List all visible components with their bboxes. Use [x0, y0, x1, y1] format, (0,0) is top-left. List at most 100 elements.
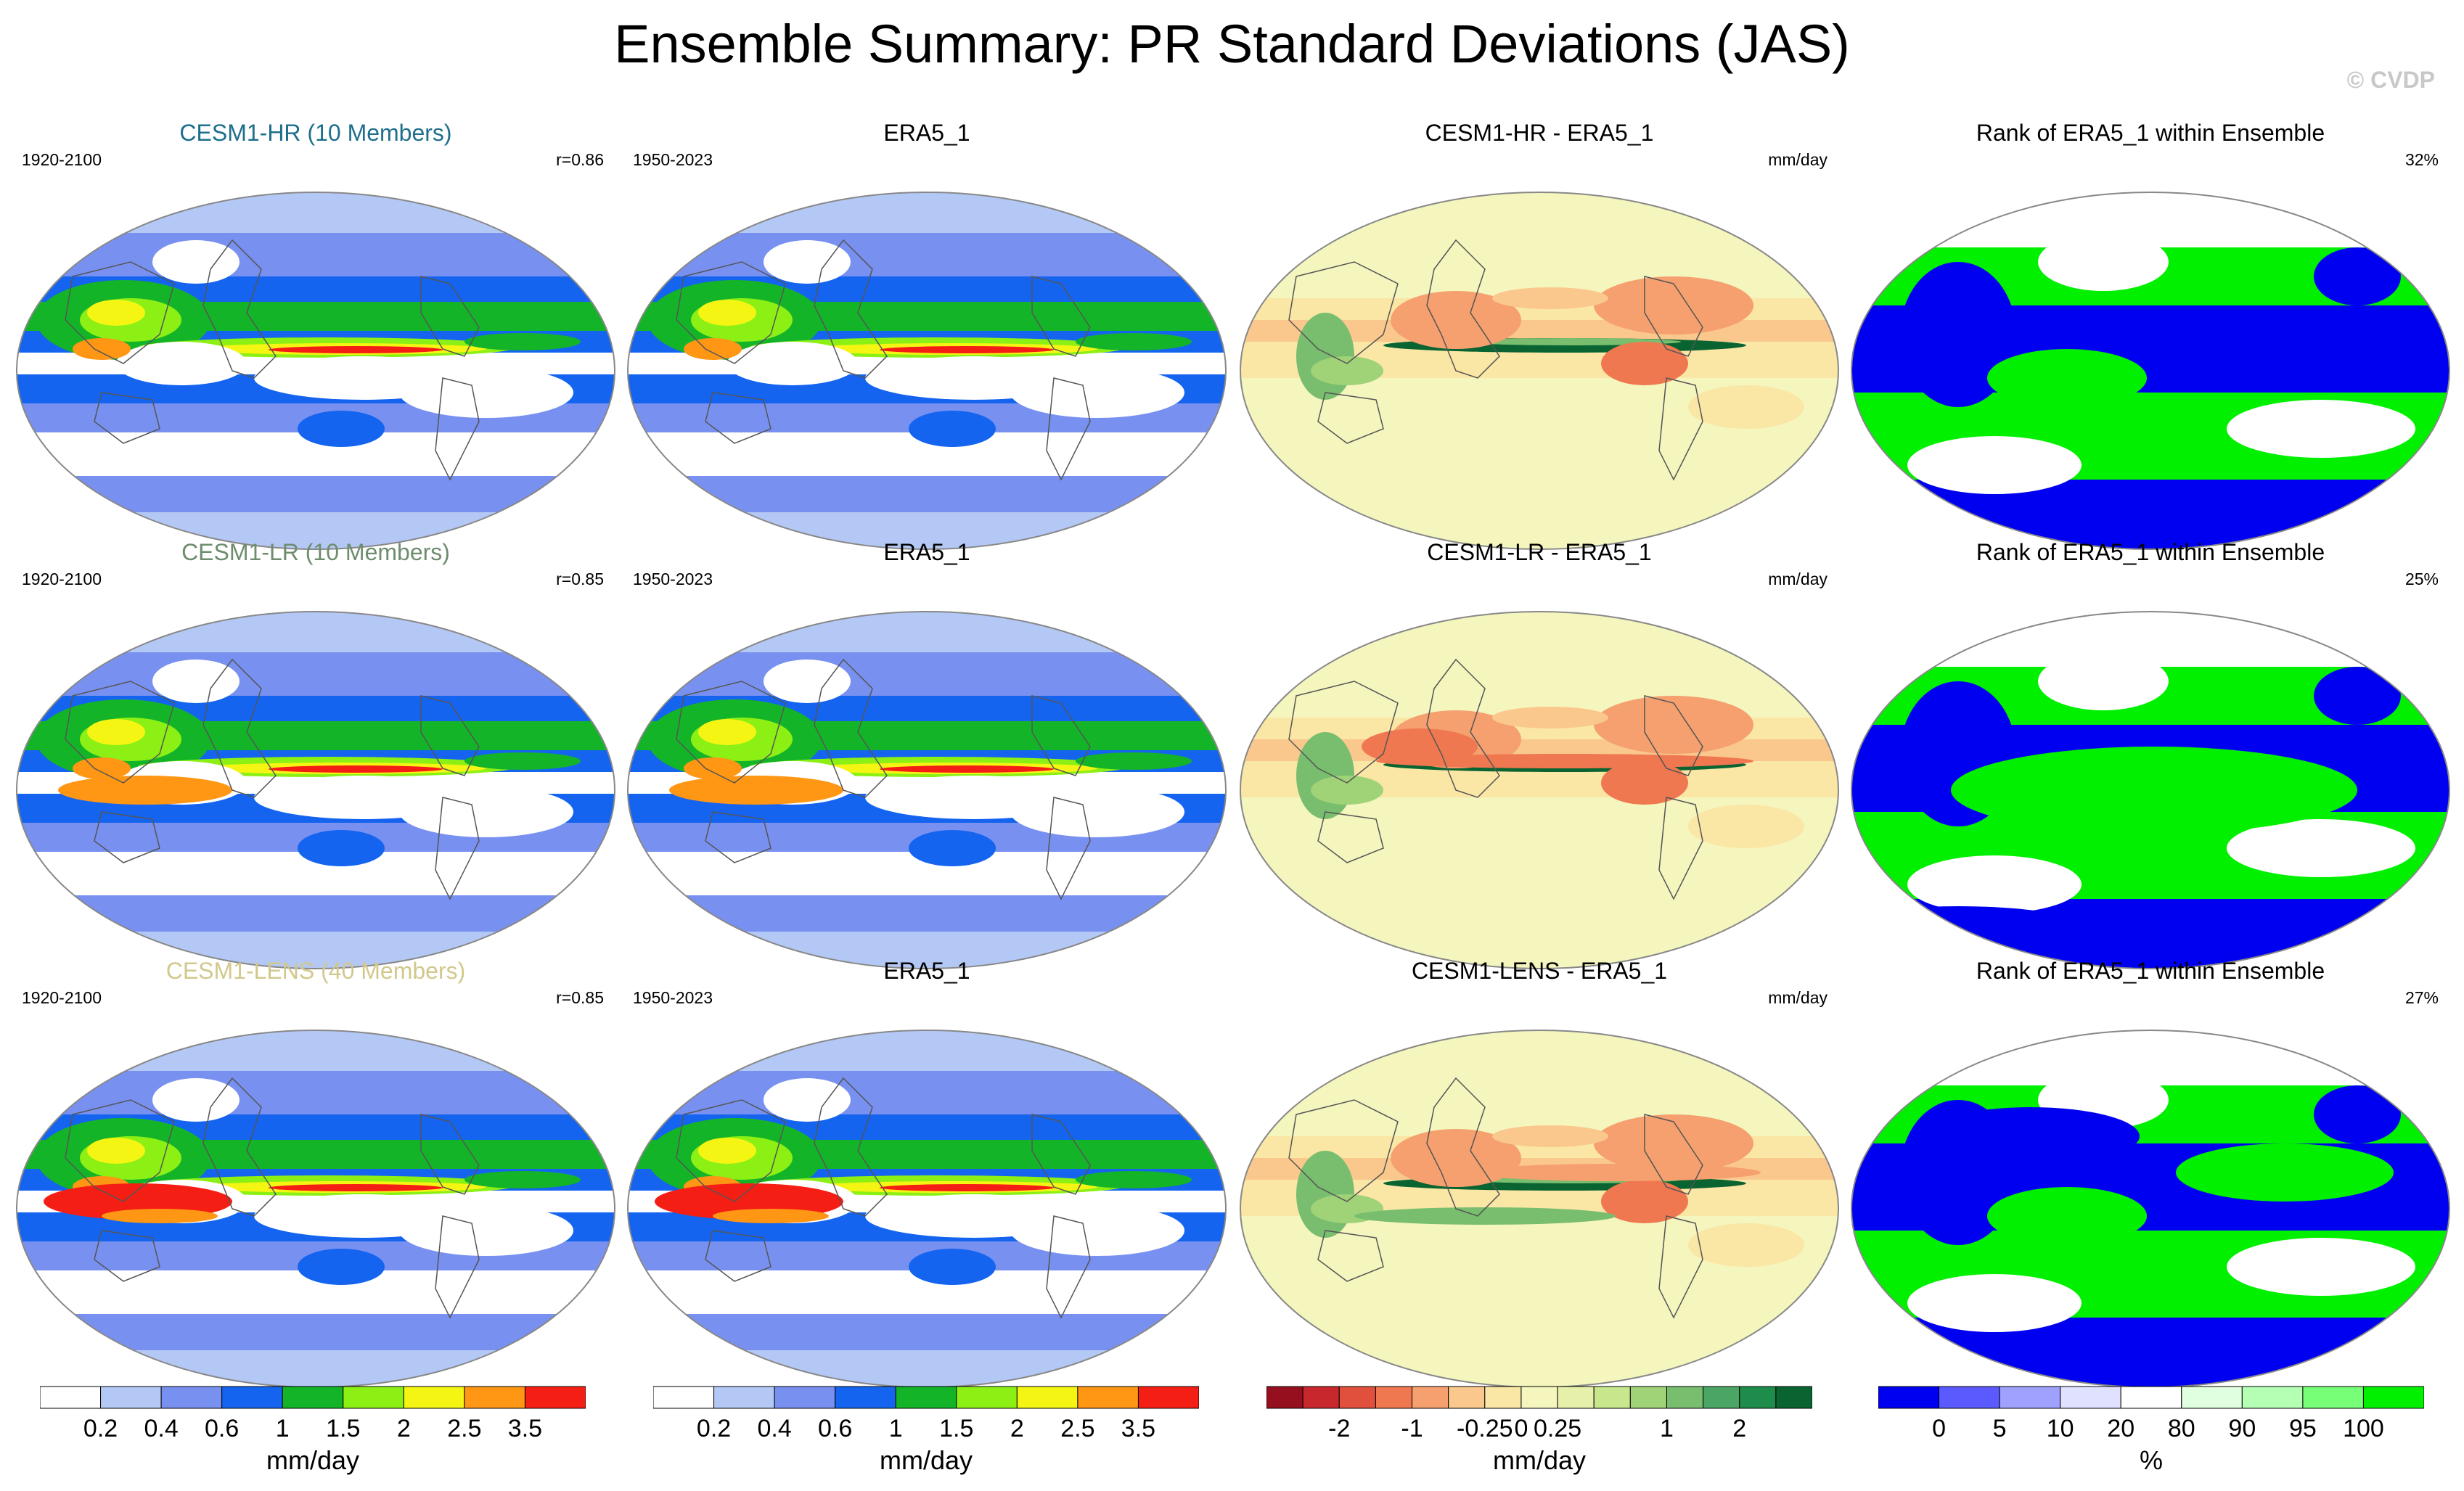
map-plot	[1240, 611, 1839, 969]
colorbar-swatch	[464, 1386, 525, 1409]
colorbar-tick-label: 1	[275, 1415, 290, 1442]
colorbar-swatch	[2362, 1386, 2425, 1409]
colorbar-tick-label: 1	[1659, 1415, 1674, 1442]
colorbar-swatch	[2302, 1386, 2364, 1409]
panel-units: mm/day	[1768, 150, 1827, 169]
copyright-mark: © CVDP	[2346, 67, 2435, 93]
panel-rank-row2: Rank of ERA5_1 within Ensemble 25%	[1849, 539, 2452, 969]
colorbar-tick-label: -0.25	[1457, 1415, 1513, 1442]
colorbar-tick-label: 90	[2228, 1415, 2256, 1442]
panel-obs-row3: ERA5_1 1950-2023	[626, 958, 1228, 1388]
colorbar-swatches	[1878, 1386, 2425, 1409]
map-plot	[1240, 1030, 1839, 1388]
colorbar-swatch	[1999, 1386, 2061, 1409]
colorbar-swatch	[524, 1386, 586, 1409]
colorbar-tick-label: 0.4	[757, 1415, 792, 1442]
colorbar-tick-label: 0	[1932, 1415, 1947, 1442]
colorbar-swatch	[221, 1386, 283, 1409]
colorbar-swatch	[1016, 1386, 1078, 1409]
panel-title: CESM1-LENS (40 Members)	[165, 958, 466, 984]
panel-period: 1950-2023	[633, 150, 713, 169]
colorbar-tick-label: 80	[2167, 1415, 2195, 1442]
map-plot	[16, 611, 615, 969]
colorbar-swatches	[1266, 1386, 1813, 1409]
colorbar-tick-label: 2.5	[447, 1415, 482, 1442]
figure-title: Ensemble Summary: PR Standard Deviations…	[614, 14, 1850, 74]
map-plot	[627, 192, 1227, 550]
colorbar-tick-label: 2	[1732, 1415, 1747, 1442]
rank-percent: 32%	[2404, 150, 2439, 169]
panel-title: CESM1-LR (10 Members)	[181, 539, 450, 565]
panel-period: 1950-2023	[633, 570, 713, 588]
colorbar-tick-label: 1.5	[326, 1415, 361, 1442]
colorbar-units: mm/day	[1492, 1445, 1587, 1475]
colorbar-tick-label: 3.5	[507, 1415, 543, 1442]
colorbar-tick-label: 100	[2343, 1415, 2384, 1442]
colorbar-pr-model: 0.2 0.4 0.6 1 1.5 2 2.5 3.5 mm/day	[39, 1386, 586, 1487]
map-plot	[627, 611, 1227, 969]
map-plot	[16, 1030, 615, 1388]
colorbar-swatch	[1266, 1386, 1303, 1409]
colorbar-swatch	[1557, 1386, 1595, 1409]
colorbar-swatch	[835, 1386, 896, 1409]
colorbar-swatch	[343, 1386, 404, 1409]
pattern-correlation: r=0.85	[556, 570, 604, 588]
panel-title: CESM1-LENS - ERA5_1	[1411, 958, 1668, 984]
colorbar-tick-label: -2	[1328, 1415, 1351, 1442]
colorbar-swatch	[100, 1386, 162, 1409]
panel-title: ERA5_1	[883, 539, 970, 565]
colorbar-swatch	[2181, 1386, 2243, 1409]
colorbar-swatch	[1775, 1386, 1813, 1409]
colorbar-tick-label: 5	[1992, 1415, 2007, 1442]
colorbar-swatch	[1412, 1386, 1449, 1409]
panel-title: Rank of ERA5_1 within Ensemble	[1976, 958, 2325, 984]
panel-model-row1: CESM1-HR (10 Members) 1920-2100 r=0.86	[15, 120, 617, 550]
colorbar-tick-label: 1.5	[939, 1415, 974, 1442]
colorbar-swatches	[652, 1386, 1200, 1409]
colorbar-tick-label: 95	[2288, 1415, 2317, 1442]
colorbar-swatch	[282, 1386, 344, 1409]
colorbar-swatch	[652, 1386, 715, 1409]
colorbar-swatch	[1375, 1386, 1413, 1409]
colorbar-swatches	[39, 1386, 586, 1409]
panel-title: CESM1-HR (10 Members)	[179, 120, 452, 146]
colorbar-swatch	[1338, 1386, 1376, 1409]
colorbar-swatch	[2060, 1386, 2121, 1409]
panel-model-row2: CESM1-LR (10 Members) 1920-2100 r=0.85	[15, 539, 617, 969]
colorbar-tick-label: 20	[2107, 1415, 2135, 1442]
colorbar-tick-label: 2	[396, 1415, 411, 1442]
map-plot	[1851, 611, 2450, 969]
panel-model-row3: CESM1-LENS (40 Members) 1920-2100 r=0.85	[15, 958, 617, 1388]
panel-title: CESM1-LR - ERA5_1	[1427, 539, 1652, 565]
panel-title: Rank of ERA5_1 within Ensemble	[1976, 120, 2325, 146]
colorbar-units: mm/day	[266, 1445, 360, 1475]
panel-title: ERA5_1	[883, 958, 970, 984]
panel-period: 1920-2100	[22, 570, 102, 588]
panel-units: mm/day	[1768, 988, 1827, 1007]
colorbar-swatch	[1878, 1386, 1940, 1409]
colorbar-tick-label: 0.2	[696, 1415, 732, 1442]
map-plot	[1240, 192, 1839, 550]
colorbar-rank: 0 5 10 20 80 90 95 100%	[1878, 1386, 2425, 1487]
colorbar-tick-label: 0.4	[144, 1415, 179, 1442]
map-plot	[1851, 192, 2450, 550]
colorbar-swatch	[1077, 1386, 1139, 1409]
panel-diff-row1: CESM1-HR - ERA5_1 mm/day	[1238, 120, 1841, 550]
colorbar-tick-label: 1	[888, 1415, 903, 1442]
colorbar-tick-label: 0.6	[205, 1415, 240, 1442]
colorbar-swatch	[1137, 1386, 1200, 1409]
panel-title: Rank of ERA5_1 within Ensemble	[1976, 539, 2325, 565]
panel-obs-row2: ERA5_1 1950-2023	[626, 539, 1228, 969]
panel-title: CESM1-HR - ERA5_1	[1425, 120, 1654, 146]
colorbar-pr-obs: 0.2 0.4 0.6 1 1.5 2 2.5 3.5 mm/day	[652, 1386, 1200, 1487]
map-plot	[627, 1030, 1227, 1388]
pattern-correlation: r=0.86	[556, 150, 604, 169]
colorbar-tick-label: 0.2	[83, 1415, 118, 1442]
panel-period: 1920-2100	[22, 150, 102, 169]
colorbar-tick-label: 0	[1514, 1415, 1528, 1442]
colorbar-swatch	[2241, 1386, 2304, 1409]
colorbar-tick-label: 10	[2046, 1415, 2074, 1442]
colorbar-tick-label: -1	[1401, 1415, 1423, 1442]
colorbar-swatch	[39, 1386, 102, 1409]
colorbar-swatch	[1666, 1386, 1704, 1409]
